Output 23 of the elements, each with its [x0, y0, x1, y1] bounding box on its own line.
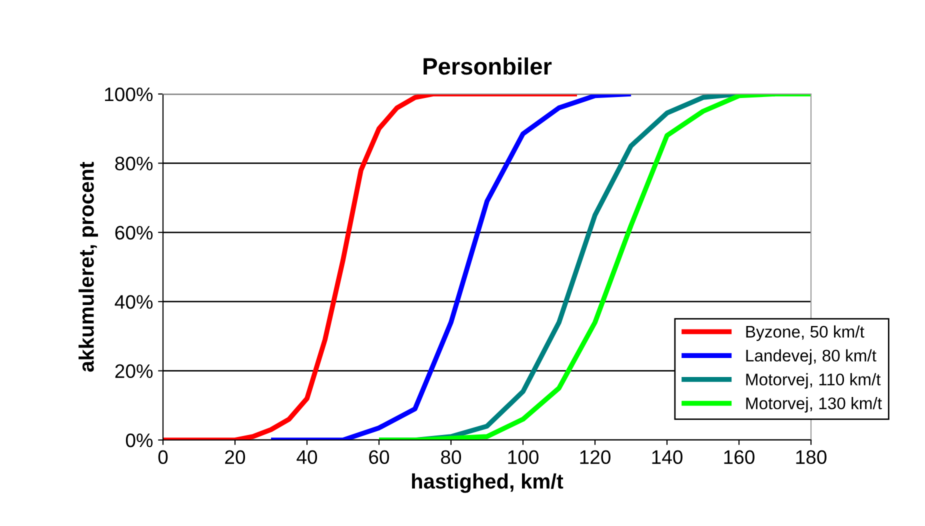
x-tick-label: 20: [225, 450, 246, 464]
y-tick-label: 100%: [105, 87, 153, 102]
y-tick-label: 80%: [115, 156, 153, 170]
x-tick-label: 80: [441, 450, 462, 464]
x-axis-title: hastighed, km/t: [412, 473, 564, 493]
x-tick-label: 120: [580, 450, 610, 464]
y-axis-title: akkumuleret, procent: [78, 162, 98, 372]
x-tick-label: 0: [158, 450, 168, 464]
y-tick-label: 20%: [115, 364, 153, 378]
x-tick-label: 100: [508, 450, 538, 464]
x-tick-label: 140: [652, 450, 682, 464]
legend-label: Motorvej, 110 km/t: [746, 373, 881, 389]
x-tick-label: 40: [296, 450, 318, 464]
x-tick-label: 160: [724, 450, 754, 464]
chart-title: Personbiler: [424, 57, 552, 75]
y-tick-label: 60%: [115, 226, 153, 240]
y-tick-label: 40%: [114, 295, 153, 309]
x-tick-label: 180: [796, 450, 826, 464]
legend-label: Motorvej, 130 km/t: [746, 397, 882, 413]
legend-label: Landevej, 80 km/t: [746, 349, 876, 365]
x-tick-label: 60: [369, 450, 390, 464]
legend-label: Byzone, 50 km/t: [746, 325, 864, 341]
y-tick-label: 0%: [126, 433, 153, 448]
